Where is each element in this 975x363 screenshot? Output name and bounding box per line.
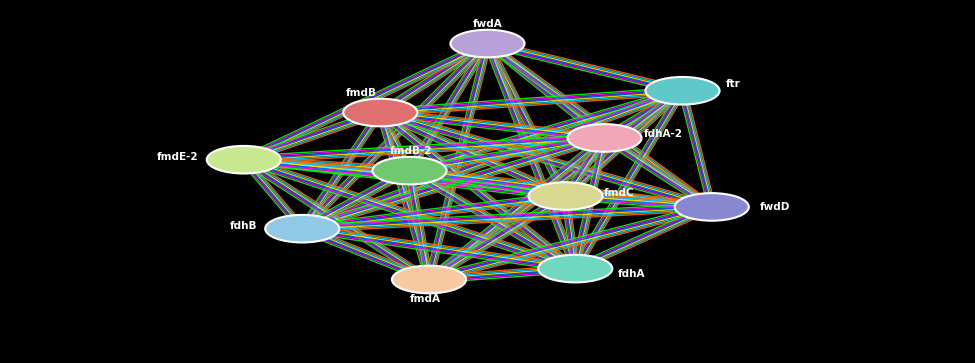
Circle shape (538, 255, 612, 282)
Text: fwdA: fwdA (473, 19, 502, 29)
Text: fmdB-2: fmdB-2 (390, 146, 433, 156)
Text: ftr: ftr (725, 79, 741, 89)
Text: fdhA: fdhA (618, 269, 645, 279)
Circle shape (343, 99, 417, 126)
Circle shape (450, 30, 525, 57)
Circle shape (528, 182, 603, 210)
Circle shape (645, 77, 720, 105)
Circle shape (392, 266, 466, 293)
Circle shape (675, 193, 749, 221)
Circle shape (207, 146, 281, 174)
Circle shape (265, 215, 339, 242)
Text: fdhA-2: fdhA-2 (644, 129, 682, 139)
Text: fwdD: fwdD (760, 202, 791, 212)
Text: fmdC: fmdC (604, 188, 635, 198)
Text: fmdA: fmdA (410, 294, 441, 305)
Text: fmdE-2: fmdE-2 (157, 152, 198, 162)
Text: fdhB: fdhB (230, 221, 257, 231)
Circle shape (567, 124, 642, 152)
Circle shape (372, 157, 447, 184)
Text: fmdB: fmdB (345, 88, 376, 98)
